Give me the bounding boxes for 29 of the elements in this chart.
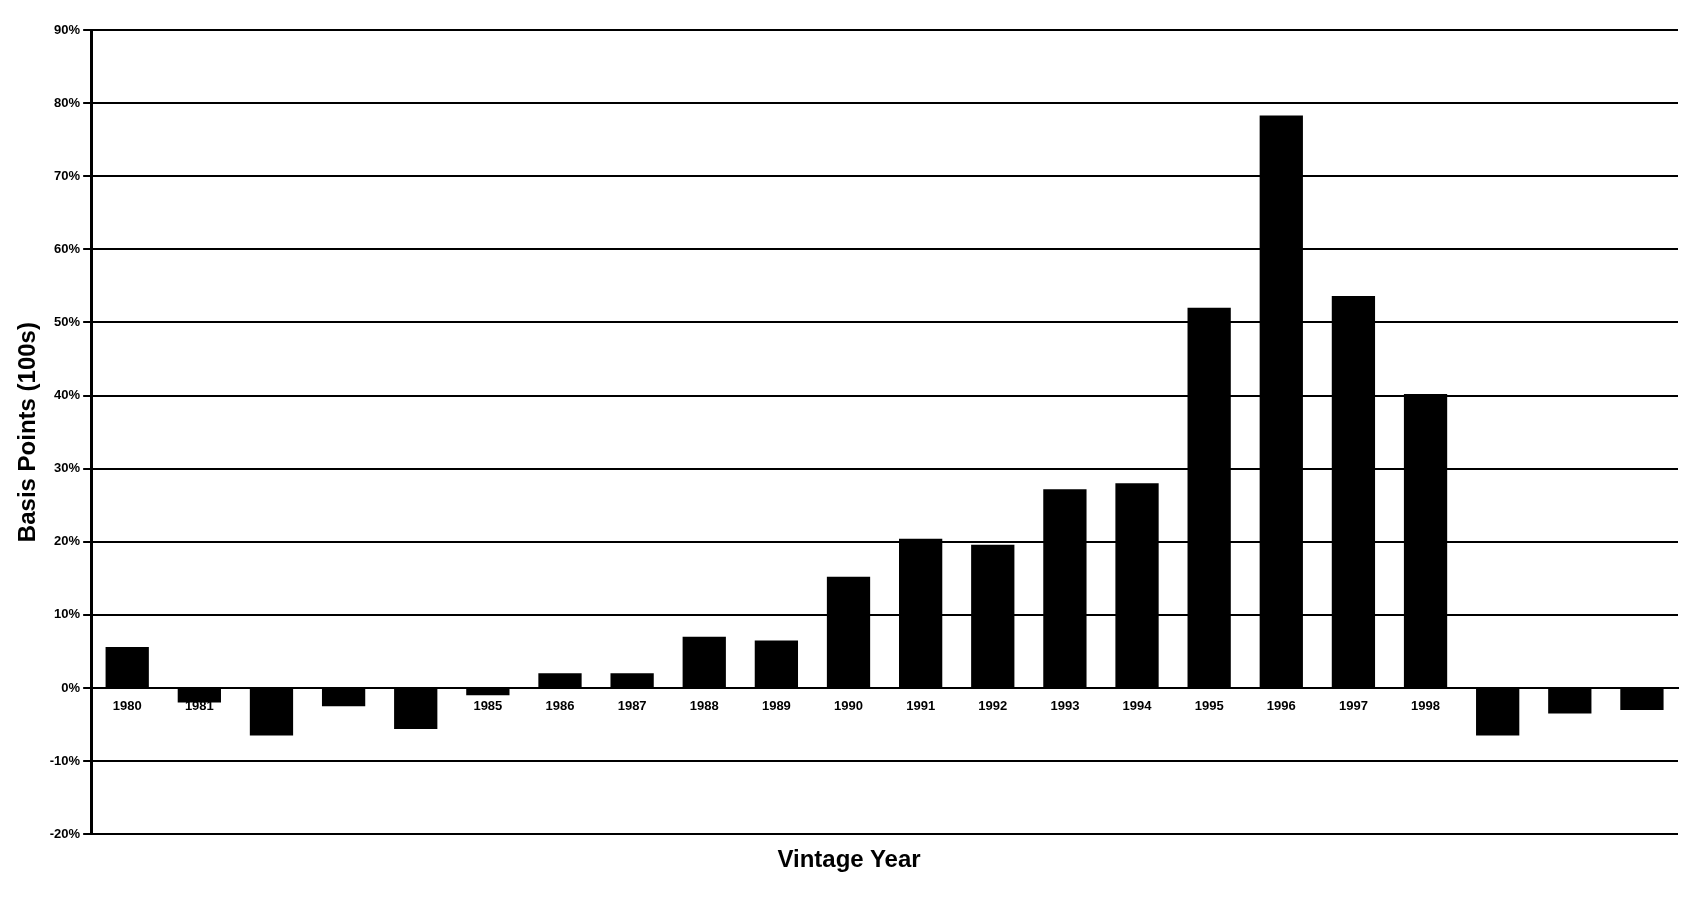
- x-tick-label: 1995: [1194, 698, 1224, 714]
- x-tick-label: 1996: [1266, 698, 1296, 714]
- x-tick-label: 1993: [1050, 698, 1080, 714]
- x-tick-label: 1986: [545, 698, 575, 714]
- x-tick-label: 1980: [112, 698, 142, 714]
- x-tick-label: 1988: [689, 698, 719, 714]
- x-tick-label: 1991: [906, 698, 936, 714]
- y-tick-label: 40%: [54, 387, 81, 403]
- y-tick-label: 20%: [54, 533, 81, 549]
- x-tick-label: 1992: [978, 698, 1008, 714]
- y-axis-title: Basis Points (100s): [13, 322, 41, 543]
- x-tick-label: 1998: [1411, 698, 1441, 714]
- x-tick-label: 1989: [761, 698, 791, 714]
- x-tick-label: 1987: [617, 698, 647, 714]
- y-tick-label: -20%: [49, 825, 81, 841]
- y-tick-label: 70%: [54, 167, 81, 183]
- y-tick-label: 0%: [61, 679, 81, 695]
- x-tick-label: 1990: [834, 698, 863, 714]
- x-tick-label: 1994: [1122, 698, 1153, 714]
- y-tick-label: 80%: [54, 94, 81, 110]
- y-tick-label: 60%: [54, 240, 81, 256]
- y-tick-label: 10%: [54, 606, 81, 622]
- x-tick-label: 1985: [473, 698, 503, 714]
- x-axis-title: Vintage Year: [776, 845, 922, 873]
- y-tick-label: 50%: [54, 314, 81, 330]
- y-tick-label: -10%: [49, 752, 81, 768]
- y-tick-label: 30%: [54, 460, 81, 476]
- y-tick-label: 90%: [54, 21, 81, 37]
- x-tick-label: 1997: [1338, 698, 1368, 714]
